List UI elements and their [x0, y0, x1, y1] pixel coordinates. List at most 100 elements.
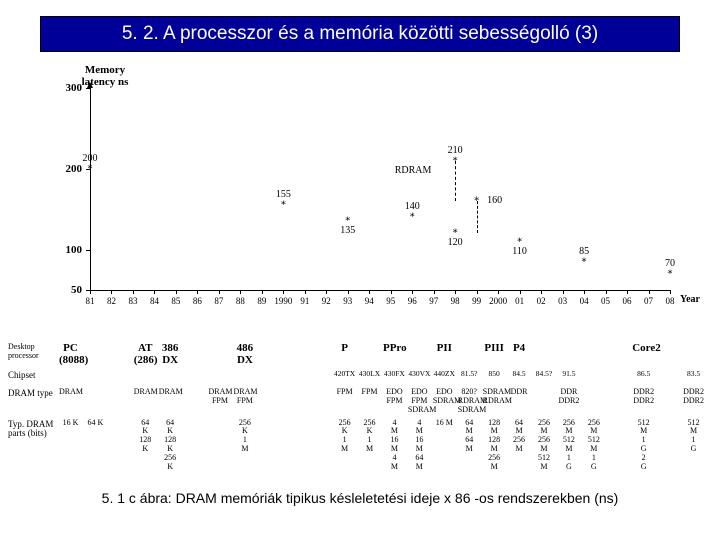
table-cell: 430LX — [357, 370, 382, 378]
table-cell: DDR2DDR2 — [631, 388, 656, 406]
x-tick: 87 — [214, 296, 223, 306]
table-cell: FPM — [357, 388, 382, 397]
y-tick: 50 — [42, 284, 82, 296]
table-cell: 512M1G2G — [631, 419, 656, 472]
table-cell: 128M128M256M — [482, 419, 507, 472]
x-tick: 95 — [386, 296, 395, 306]
x-tick: 91 — [300, 296, 309, 306]
row-header: DRAM type — [8, 388, 58, 399]
table-cell: DRAM — [133, 388, 158, 397]
figure-caption: 5. 1 c ábra: DRAM memóriák tipikus késle… — [0, 490, 720, 506]
y-tick: 200 — [42, 163, 82, 175]
table-cell: EDO FPM — [382, 388, 407, 406]
processor-table: Desktop processorPC(8088) AT (286)386 DX 4… — [8, 342, 716, 475]
x-tick: 84 — [150, 296, 159, 306]
table-cell: 256M256M512M — [532, 419, 557, 472]
x-tick: 1990 — [274, 296, 292, 306]
table-cell: 420TX — [332, 370, 357, 378]
table-cell: 83.5 — [681, 370, 706, 378]
y-tick: 300 — [42, 82, 82, 94]
table-cell: 64 K — [83, 419, 108, 428]
table-cell: DRAM FPM — [208, 388, 233, 406]
x-tick: 88 — [236, 296, 245, 306]
data-label: 70 — [665, 258, 675, 269]
table-cell: 64M64M — [457, 419, 482, 454]
x-tick: 89 — [257, 296, 266, 306]
table-cell: 4M16M4M — [382, 419, 407, 472]
row-header: Desktop processor — [8, 342, 58, 361]
data-point: * — [87, 163, 93, 174]
table-cell: 64K128K — [133, 419, 158, 454]
x-tick: 02 — [537, 296, 546, 306]
data-label: 85 — [579, 246, 589, 257]
table-cell: AT (286) — [133, 342, 158, 366]
slide-title-bar: 5. 2. A processzor és a memória közötti … — [40, 16, 680, 52]
x-tick: 94 — [365, 296, 374, 306]
table-cell: 16 M — [432, 419, 457, 428]
x-tick: 98 — [451, 296, 460, 306]
x-tick: 97 — [429, 296, 438, 306]
x-tick: 92 — [322, 296, 331, 306]
x-tick: 86 — [193, 296, 202, 306]
table-cell: DDR2DDR2 — [681, 388, 706, 406]
x-tick: 96 — [408, 296, 417, 306]
rdram-label: 210 — [448, 145, 463, 156]
table-cell: 820?RDRAMSDRAM — [457, 388, 482, 414]
x-tick: 03 — [558, 296, 567, 306]
table-cell: 386 DX — [158, 342, 183, 366]
x-tick: 01 — [515, 296, 524, 306]
table-cell: 64K128K256K — [158, 419, 183, 472]
table-cell: EDOFPMSDRAM — [407, 388, 432, 414]
table-row: DRAM typeDRAMDRAMDRAMDRAM FPMDRAM FPMFPM… — [8, 388, 716, 414]
table-cell: 512M1G — [681, 419, 706, 454]
row-header: Typ. DRAM parts (bits) — [8, 419, 58, 440]
x-axis-label: Year — [680, 294, 700, 305]
table-row: Chipset420TX430LX430FX430VX440ZX81.5?850… — [8, 370, 716, 384]
table-cell: PC(8088) — [58, 342, 83, 366]
table-cell: 84.5 — [507, 370, 532, 378]
data-label: 155 — [276, 189, 291, 200]
data-point: * — [409, 212, 415, 223]
table-cell: SDRAMRDRAM — [482, 388, 507, 406]
table-cell: FPM — [332, 388, 357, 397]
data-point: * — [280, 200, 286, 211]
table-cell: 81.5? — [457, 370, 482, 378]
data-label: 120 — [448, 237, 463, 248]
table-cell: 84.5? — [532, 370, 557, 378]
table-cell: 256K1M — [332, 419, 357, 454]
data-point: * — [581, 256, 587, 267]
table-row: Typ. DRAM parts (bits)16 K64 K64K128K64K… — [8, 419, 716, 472]
data-point: * — [667, 268, 673, 279]
x-tick: 07 — [644, 296, 653, 306]
x-tick: 04 — [580, 296, 589, 306]
table-cell: 486 DX — [232, 342, 257, 366]
table-cell: DRAM — [58, 388, 83, 397]
data-label: 200 — [83, 153, 98, 164]
table-cell: 256M512M1G — [581, 419, 606, 472]
rdram-text: RDRAM — [395, 165, 432, 176]
table-cell: 86.5 — [631, 370, 656, 378]
x-tick: 05 — [601, 296, 610, 306]
rdram-label: 160 — [487, 195, 502, 206]
y-tick: 100 — [42, 244, 82, 256]
x-tick: 06 — [623, 296, 632, 306]
x-tick: 93 — [343, 296, 352, 306]
table-cell: Core2 — [631, 342, 656, 354]
row-header: Chipset — [8, 370, 58, 381]
table-cell: 850 — [482, 370, 507, 378]
data-label: 135 — [340, 225, 355, 236]
latency-chart: Memory latency ns Year 50100200300818283… — [50, 70, 690, 330]
x-tick: 08 — [666, 296, 675, 306]
table-cell: P4 — [507, 342, 532, 354]
table-cell: EDOSDRAM — [432, 388, 457, 406]
table-cell: 91.5 — [556, 370, 581, 378]
table-cell: 430FX — [382, 370, 407, 378]
table-cell: DRAM — [158, 388, 183, 397]
table-cell: DRAM FPM — [232, 388, 257, 406]
x-tick: 81 — [86, 296, 95, 306]
data-label: 110 — [512, 246, 527, 257]
table-cell: 440ZX — [432, 370, 457, 378]
x-tick: 85 — [171, 296, 180, 306]
table-cell: 256K1M — [357, 419, 382, 454]
table-cell: PPro — [382, 342, 407, 354]
